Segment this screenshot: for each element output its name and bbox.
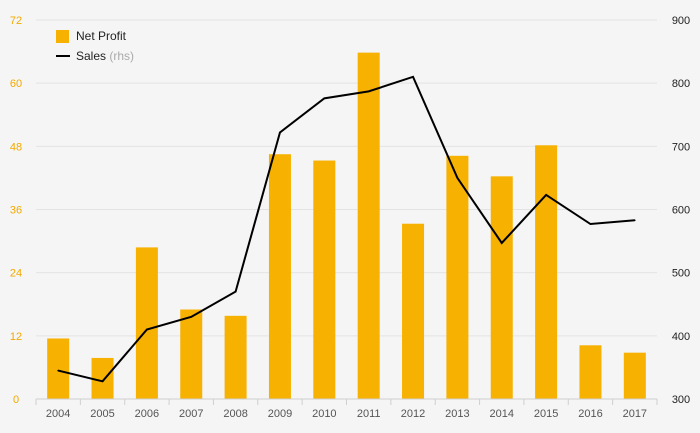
y-right-tick-label: 500 (672, 268, 690, 280)
sales-point (589, 223, 592, 225)
y-right-tick-label: 600 (672, 205, 690, 217)
x-tick-label: 2017 (623, 408, 647, 420)
sales-point (500, 242, 503, 244)
axes: 0 12 24 36 48 60 72 300 400 500 600 700 800 900 2004 20… (10, 15, 690, 420)
x-tick-label: 2004 (46, 408, 70, 420)
net-profit-bar (402, 223, 425, 399)
net-profit-bar (623, 352, 646, 399)
x-tick-label: 2010 (312, 408, 336, 420)
sales-point (323, 97, 326, 100)
net-profit-bar (268, 154, 291, 399)
x-tick-label: 2008 (223, 408, 247, 420)
y-left-tick-label: 48 (10, 141, 22, 153)
y-left-tick-label: 12 (10, 331, 22, 343)
sales-point (234, 290, 237, 293)
sales-point (634, 219, 636, 222)
x-tick-label: 2015 (534, 408, 558, 420)
net-profit-bars (47, 52, 646, 400)
legend-note-rhs: (rhs) (109, 49, 134, 63)
sales-point (57, 369, 59, 372)
sales-line (57, 75, 635, 383)
y-right-tick-label: 900 (672, 15, 690, 27)
y-left-tick-label: 60 (10, 78, 22, 90)
x-tick-label: 2013 (445, 408, 469, 420)
net-profit-bar (224, 315, 247, 399)
x-tick-label: 2009 (268, 408, 292, 420)
legend: Net Profit Sales (rhs) (56, 29, 134, 63)
net-profit-bar (535, 145, 558, 399)
sales-point (279, 131, 281, 134)
y-left-tick-label: 36 (10, 205, 22, 217)
y-right-tick-label: 300 (672, 394, 690, 406)
x-tick-label: 2006 (135, 408, 159, 420)
net-profit-bar (47, 338, 70, 399)
y-left-tick-label: 72 (10, 15, 22, 27)
net-profit-bar (579, 345, 602, 399)
x-tick-label: 2014 (490, 408, 514, 420)
net-profit-bar (135, 247, 158, 399)
legend-label-net-profit: Net Profit (76, 29, 127, 43)
sales-point (146, 328, 148, 331)
net-profit-bar (313, 160, 336, 399)
sales-point (412, 76, 414, 78)
legend-swatch-net-profit (56, 30, 69, 43)
x-tick-label: 2012 (401, 408, 425, 420)
x-tick-label: 2005 (90, 408, 114, 420)
y-right-tick-label: 800 (672, 78, 690, 90)
net-profit-bar (180, 309, 203, 399)
sales-point (190, 316, 193, 318)
sales-point (456, 177, 459, 179)
y-right-tick-label: 700 (672, 141, 690, 153)
x-tick-label: 2016 (578, 408, 602, 420)
net-profit-bar (490, 176, 513, 399)
net-profit-bar (357, 52, 380, 400)
legend-label-sales: Sales (rhs) (76, 49, 134, 63)
y-right-tick-label: 400 (672, 331, 690, 343)
x-tick-label: 2007 (179, 408, 203, 420)
net-profit-bar (91, 357, 114, 399)
sales-point (101, 380, 104, 383)
net-profit-bar (446, 155, 469, 399)
sales-point (367, 90, 370, 93)
sales-point (545, 194, 547, 196)
y-left-tick-label: 24 (10, 268, 22, 280)
y-left-tick-label: 0 (13, 394, 19, 406)
x-tick-label: 2011 (357, 408, 381, 420)
sales-line-group (57, 75, 636, 383)
gridlines (36, 19, 657, 337)
